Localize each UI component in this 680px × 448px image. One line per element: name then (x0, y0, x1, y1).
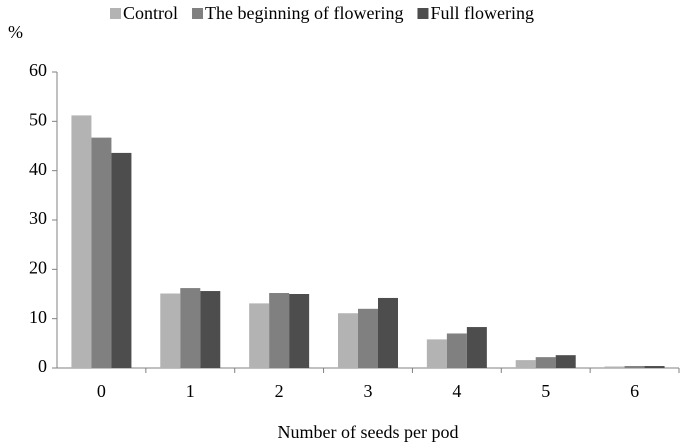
x-tick-label: 3 (364, 381, 373, 401)
x-tick-label: 1 (186, 381, 195, 401)
y-tick-label: 40 (29, 159, 47, 179)
bar (466, 327, 487, 368)
bar (160, 293, 181, 368)
y-tick-label: 60 (29, 60, 47, 80)
x-tick-label: 0 (97, 381, 106, 401)
bar (358, 308, 378, 368)
legend-swatch (417, 8, 429, 19)
y-axis-label: % (8, 22, 23, 42)
legend-label: Full flowering (430, 3, 534, 23)
bar (604, 366, 625, 368)
legend-label: The beginning of flowering (205, 3, 403, 23)
x-tick-label: 6 (630, 381, 639, 401)
y-tick-label: 30 (29, 208, 47, 228)
bar (426, 339, 447, 368)
bar (515, 360, 536, 368)
legend-swatch (192, 8, 204, 19)
bar (269, 293, 290, 368)
x-tick-label: 2 (275, 381, 284, 401)
bar (378, 297, 398, 368)
y-tick-label: 10 (29, 307, 47, 327)
legend-label: Control (123, 3, 178, 23)
y-tick-label: 50 (29, 109, 47, 129)
bar (249, 303, 270, 368)
bar (555, 355, 576, 368)
bar (624, 366, 645, 368)
bar (535, 357, 556, 368)
bar (200, 291, 221, 368)
y-tick-label: 0 (38, 356, 47, 376)
bar (91, 137, 112, 368)
x-axis-label: Number of seeds per pod (278, 422, 459, 442)
bar (180, 288, 201, 368)
bar (644, 366, 665, 368)
bar (111, 152, 132, 368)
legend-swatch (110, 8, 121, 19)
bar (446, 333, 467, 368)
bar (338, 313, 358, 368)
y-tick-label: 20 (29, 257, 47, 277)
bar (289, 294, 310, 368)
bar (71, 115, 92, 368)
x-tick-label: 5 (541, 381, 550, 401)
x-tick-label: 4 (452, 381, 461, 401)
